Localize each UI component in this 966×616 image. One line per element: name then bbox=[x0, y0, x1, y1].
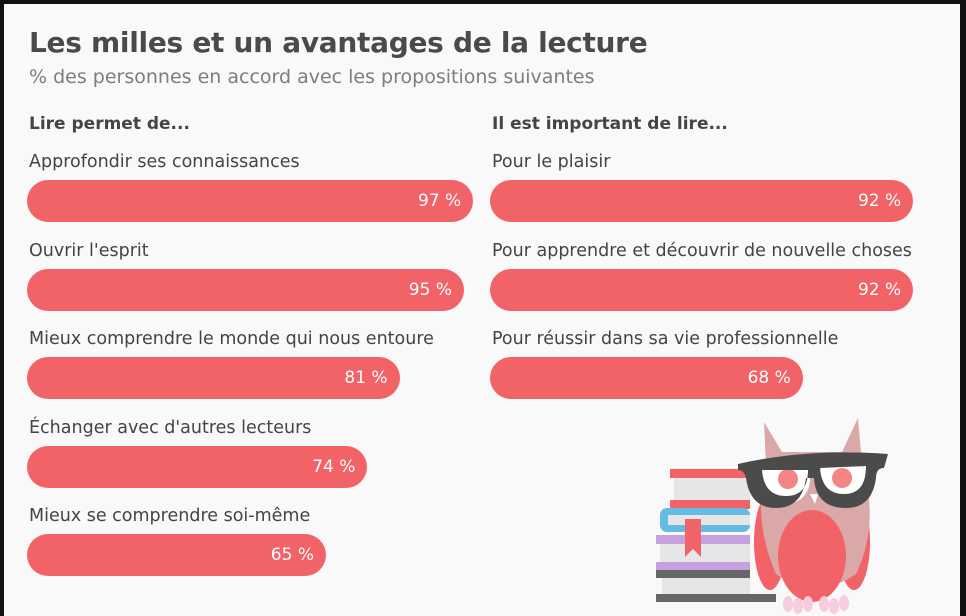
bookmark-icon bbox=[685, 519, 701, 557]
value-label: 65 % bbox=[270, 545, 314, 565]
category-label: Ouvrir l'esprit bbox=[29, 240, 149, 261]
chart-subtitle: % des personnes en accord avec les propo… bbox=[29, 66, 595, 88]
column-heading: Lire permet de... bbox=[29, 114, 190, 134]
category-label: Pour le plaisir bbox=[492, 152, 611, 172]
value-label: 97 % bbox=[417, 191, 462, 211]
category-label: Échanger avec d'autres lecteurs bbox=[29, 417, 312, 438]
bar: 68 % bbox=[490, 357, 803, 399]
owl-books-illustration bbox=[656, 418, 888, 614]
category-label: Mieux se comprendre soi-même bbox=[29, 506, 311, 526]
value-label: 92 % bbox=[857, 279, 902, 300]
bar: 74 % bbox=[27, 445, 368, 488]
value-label: 95 % bbox=[408, 279, 452, 300]
owl-icon bbox=[738, 418, 888, 614]
value-label: 81 % bbox=[344, 368, 388, 388]
bar: 92 % bbox=[490, 268, 914, 311]
value-label: 92 % bbox=[857, 191, 902, 211]
books-icon bbox=[656, 469, 776, 602]
column-heading: Il est important de lire... bbox=[492, 114, 728, 134]
glasses-icon bbox=[738, 452, 888, 508]
bar: 97 % bbox=[27, 180, 474, 222]
infographic: Les milles et un avantages de la lecture… bbox=[4, 4, 960, 616]
category-label: Approfondir ses connaissances bbox=[29, 152, 300, 172]
category-label: Pour réussir dans sa vie professionnelle bbox=[492, 329, 839, 349]
category-label: Pour apprendre et découvrir de nouvelle … bbox=[492, 240, 912, 261]
bar: 81 % bbox=[27, 357, 400, 399]
bar: 95 % bbox=[27, 268, 464, 311]
bar: 65 % bbox=[27, 534, 326, 576]
category-label: Mieux comprendre le monde qui nous entou… bbox=[29, 329, 434, 349]
value-label: 74 % bbox=[312, 456, 356, 477]
chart-title: Les milles et un avantages de la lecture bbox=[29, 26, 648, 59]
bar: 92 % bbox=[490, 180, 914, 222]
value-label: 68 % bbox=[747, 368, 791, 388]
